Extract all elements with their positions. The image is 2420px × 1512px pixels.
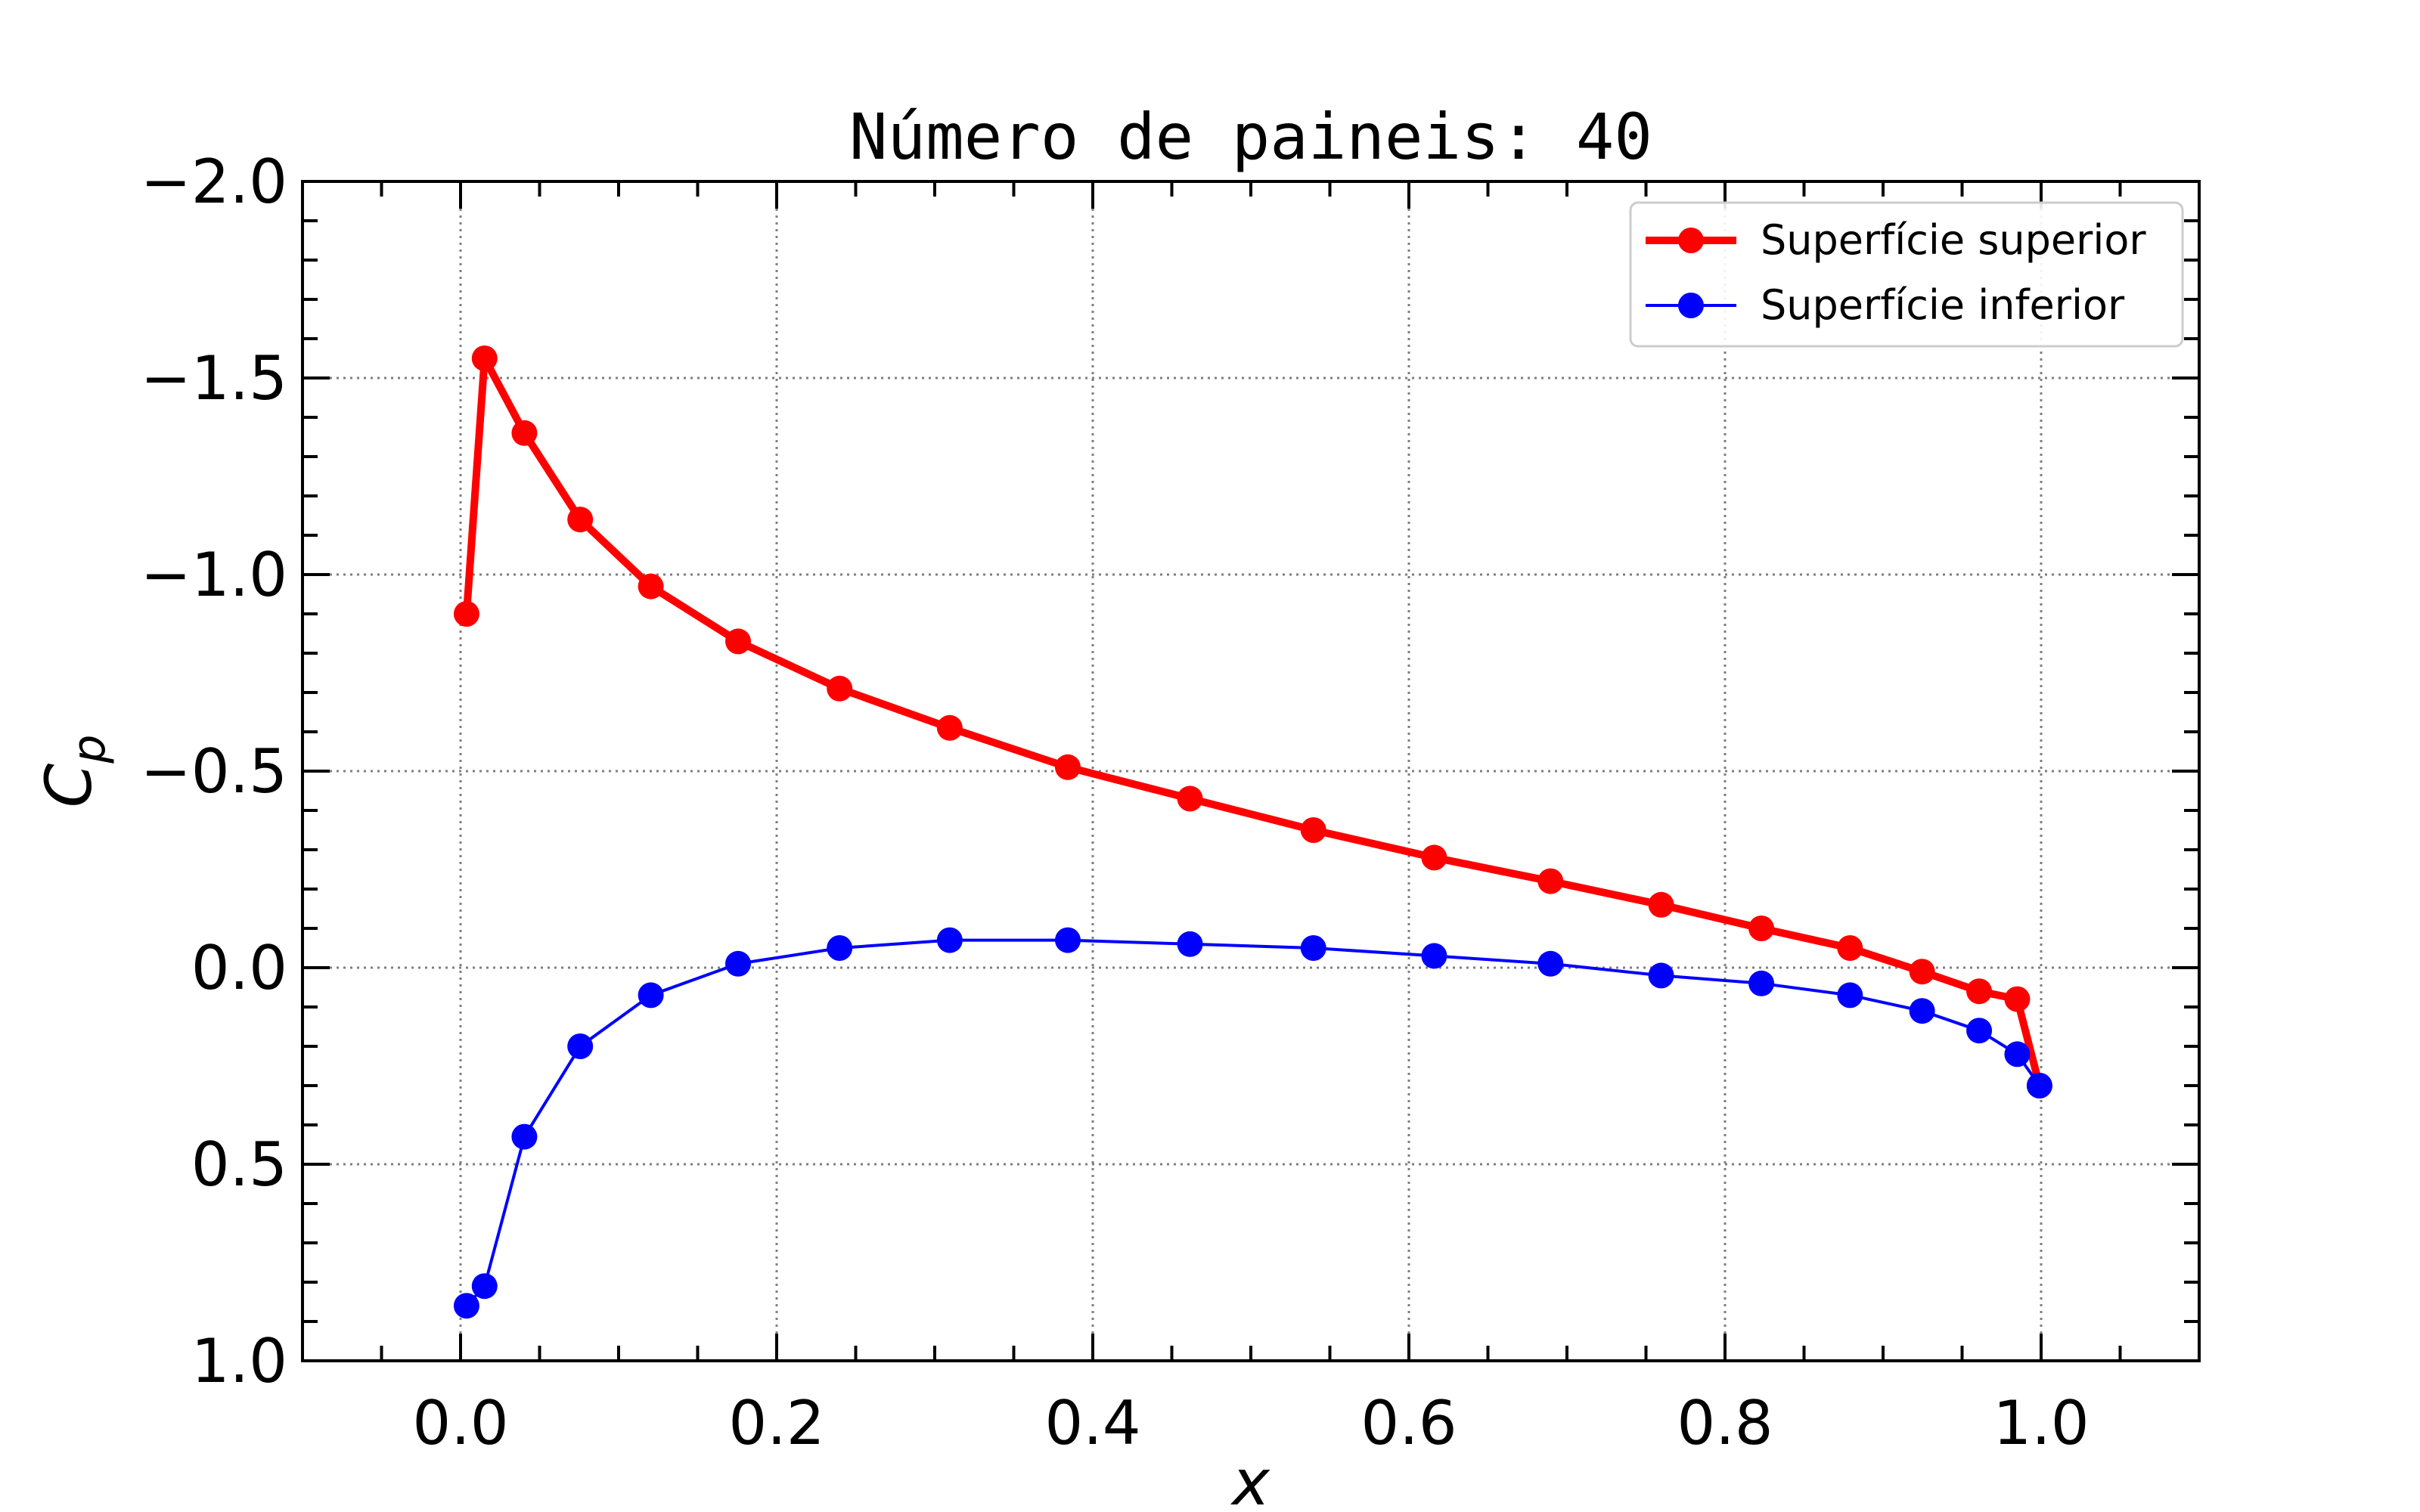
axis-ticks: 0.0 0.2 0.4 0.6 0.8 1.0 −2.0 −1.5 −1.0 −0.5 0.0 0.5… (141, 147, 2201, 1458)
data-point-lower (1300, 935, 1326, 961)
data-point-lower (827, 935, 853, 961)
x-tick-label: 1.0 (1993, 1388, 2089, 1458)
y-tick-label: −1.0 (141, 540, 287, 610)
data-point-lower (1177, 931, 1203, 957)
legend-swatch-marker (1678, 228, 1704, 253)
data-point-upper (1537, 868, 1564, 894)
plot-frame (301, 180, 2201, 1362)
data-point-lower (1748, 970, 1775, 996)
data-point-upper (725, 628, 752, 655)
data-point-lower (936, 927, 963, 953)
data-point-lower (1054, 927, 1081, 953)
y-tick-label: −0.5 (141, 736, 287, 807)
data-point-lower (1966, 1018, 1993, 1044)
data-point-upper (2004, 986, 2031, 1012)
data-point-lower (2026, 1073, 2052, 1098)
data-point-upper (471, 345, 498, 371)
x-axis-label: x (1230, 1445, 1270, 1512)
data-point-lower (1421, 943, 1447, 969)
data-point-upper (1054, 754, 1081, 780)
data-point-lower (453, 1293, 479, 1319)
data-point-upper (1177, 785, 1203, 812)
data-point-upper (1648, 891, 1674, 918)
data-point-lower (2004, 1041, 2031, 1067)
data-point-lower (471, 1273, 498, 1300)
data-point-lower (725, 950, 752, 977)
y-axis-label-main: C (32, 763, 106, 807)
y-axis-label-subscript: p (63, 735, 116, 764)
data-point-upper (1837, 935, 1863, 961)
data-point-lower (1909, 998, 1935, 1024)
y-tick-label: 0.0 (191, 933, 287, 1003)
series-layer (453, 345, 2052, 1319)
y-tick-label: −2.0 (141, 147, 287, 217)
y-tick-label: 0.5 (191, 1129, 287, 1200)
y-tick-label: −1.5 (141, 343, 287, 414)
data-point-upper (638, 573, 664, 600)
data-point-lower (638, 982, 664, 1009)
grid (302, 180, 2199, 1362)
data-point-lower (567, 1033, 594, 1059)
legend: Superfície superior Superfície inferior (1629, 201, 2184, 348)
data-point-upper (1966, 978, 1993, 1005)
data-point-lower (1837, 982, 1863, 1009)
data-point-upper (1909, 959, 1935, 985)
data-point-upper (1748, 916, 1775, 941)
data-point-upper (1421, 844, 1447, 871)
x-tick-label: 0.8 (1677, 1388, 1773, 1458)
x-tick-label: 0.4 (1044, 1388, 1140, 1458)
data-point-lower (1648, 962, 1674, 989)
data-point-upper (453, 601, 479, 627)
series-line-lower (465, 938, 2041, 1307)
x-tick-label: 0.6 (1360, 1388, 1457, 1458)
y-axis-label: Cp (32, 735, 116, 808)
y-tick-label: 1.0 (191, 1326, 287, 1396)
legend-label: Superfície superior (1761, 216, 2146, 264)
data-point-upper (567, 507, 594, 533)
data-point-upper (1300, 817, 1326, 843)
x-tick-label: 0.0 (412, 1388, 508, 1458)
chart-title: Número de paineis: 40 (849, 100, 1652, 174)
legend-swatch-marker (1678, 293, 1704, 318)
data-point-upper (827, 675, 853, 702)
data-point-upper (511, 420, 538, 446)
data-point-lower (1537, 950, 1564, 977)
x-tick-label: 0.2 (728, 1388, 824, 1458)
legend-label: Superfície inferior (1761, 281, 2125, 329)
data-point-lower (511, 1123, 538, 1150)
data-point-upper (936, 714, 963, 741)
legend-box (1629, 201, 2184, 348)
